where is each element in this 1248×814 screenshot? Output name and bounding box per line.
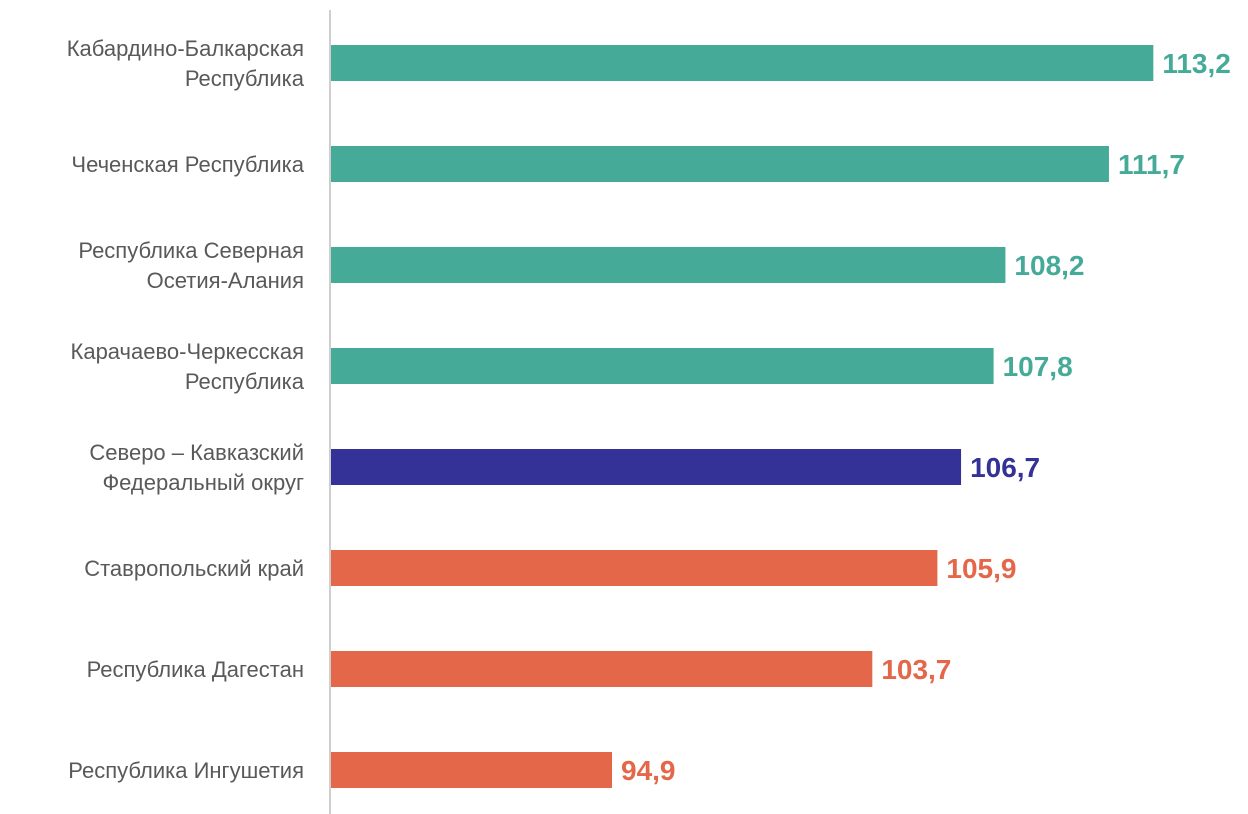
value-label: 107,8	[1003, 351, 1073, 382]
value-label: 103,7	[881, 654, 951, 685]
category-label: Республика	[185, 369, 305, 394]
category-label: Ставропольский край	[84, 556, 304, 581]
bar	[331, 45, 1154, 81]
category-label: Чеченская Республика	[71, 152, 304, 177]
value-label: 113,2	[1162, 48, 1231, 79]
bar	[331, 146, 1109, 182]
value-label: 94,9	[621, 755, 676, 786]
value-label: 105,9	[946, 553, 1016, 584]
value-label: 108,2	[1014, 250, 1084, 281]
labels-group: 113,2 Кабардино-Балкарская Республика 111,7…	[67, 36, 1231, 786]
category-label: Республика Дагестан	[87, 657, 304, 682]
bar	[331, 348, 994, 384]
category-label: Республика Ингушетия	[68, 758, 304, 783]
bar	[331, 651, 873, 687]
category-label: Республика Северная	[78, 238, 304, 263]
value-label: 111,7	[1118, 149, 1185, 180]
category-label: Республика	[185, 66, 305, 91]
bar	[331, 247, 1006, 283]
category-label: Федеральный округ	[102, 470, 304, 495]
bars-group	[331, 45, 1154, 788]
category-label: Кабардино-Балкарская	[67, 36, 304, 61]
category-label: Осетия-Алания	[147, 268, 304, 293]
bar	[331, 752, 613, 788]
category-label: Северо – Кавказский	[89, 440, 304, 465]
category-label: Карачаево-Черкесская	[71, 339, 304, 364]
bar	[331, 550, 938, 586]
bar	[331, 449, 962, 485]
value-label: 106,7	[970, 452, 1040, 483]
